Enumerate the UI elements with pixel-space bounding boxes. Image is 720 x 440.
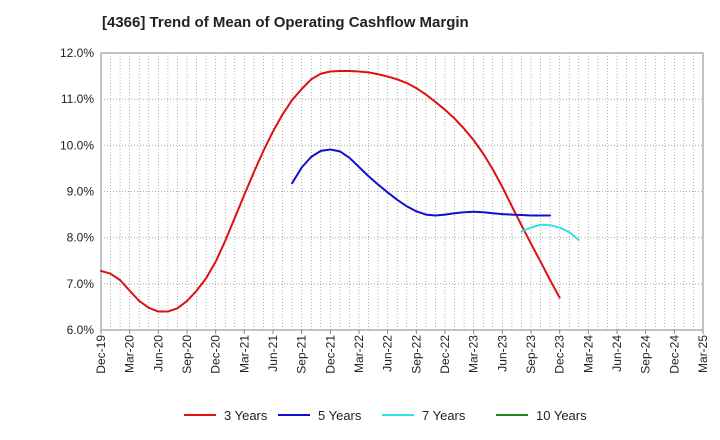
x-tick-label: Sep-24: [639, 335, 653, 374]
x-tick-label: Jun-24: [610, 335, 624, 372]
x-tick-label: Dec-21: [323, 335, 337, 374]
x-tick-label: Jun-23: [495, 335, 509, 372]
series-line-1: [100, 70, 561, 313]
x-tick-label: Dec-23: [553, 335, 567, 374]
y-tick-label: 10.0%: [60, 138, 94, 152]
x-tick-label: Sep-20: [180, 335, 194, 374]
x-tick-label: Sep-23: [524, 335, 538, 374]
y-tick-label: 7.0%: [67, 277, 95, 291]
x-tick-label: Mar-22: [352, 335, 366, 373]
x-tick-label: Dec-19: [94, 335, 108, 374]
x-tick-label: Mar-21: [237, 335, 251, 373]
x-tick-label: Dec-20: [209, 335, 223, 374]
legend-label-3: 7 Years: [422, 408, 466, 423]
x-tick-label: Mar-20: [123, 335, 137, 373]
x-tick-label: Mar-24: [581, 335, 595, 373]
legend-label-1: 3 Years: [224, 408, 268, 423]
x-tick-label: Mar-23: [467, 335, 481, 373]
legend-label-4: 10 Years: [536, 408, 587, 423]
y-tick-label: 6.0%: [67, 323, 95, 337]
x-tick-label: Dec-24: [667, 335, 681, 374]
x-tick-label: Jun-22: [381, 335, 395, 372]
x-tick-label: Sep-22: [409, 335, 423, 374]
y-tick-label: 9.0%: [67, 185, 95, 199]
y-tick-label: 12.0%: [60, 46, 94, 60]
y-tick-label: 11.0%: [61, 92, 94, 106]
x-tick-label: Sep-21: [295, 335, 309, 374]
x-tick-label: Mar-25: [696, 335, 710, 373]
x-tick-label: Jun-21: [266, 335, 280, 372]
y-tick-label: 8.0%: [67, 231, 95, 245]
legend-label-2: 5 Years: [318, 408, 362, 423]
series-line-2: [291, 148, 552, 217]
chart-title: [4366] Trend of Mean of Operating Cashfl…: [102, 14, 469, 31]
x-tick-label: Jun-20: [151, 335, 165, 372]
series-line-3: [520, 223, 580, 241]
x-tick-label: Dec-22: [438, 335, 452, 374]
